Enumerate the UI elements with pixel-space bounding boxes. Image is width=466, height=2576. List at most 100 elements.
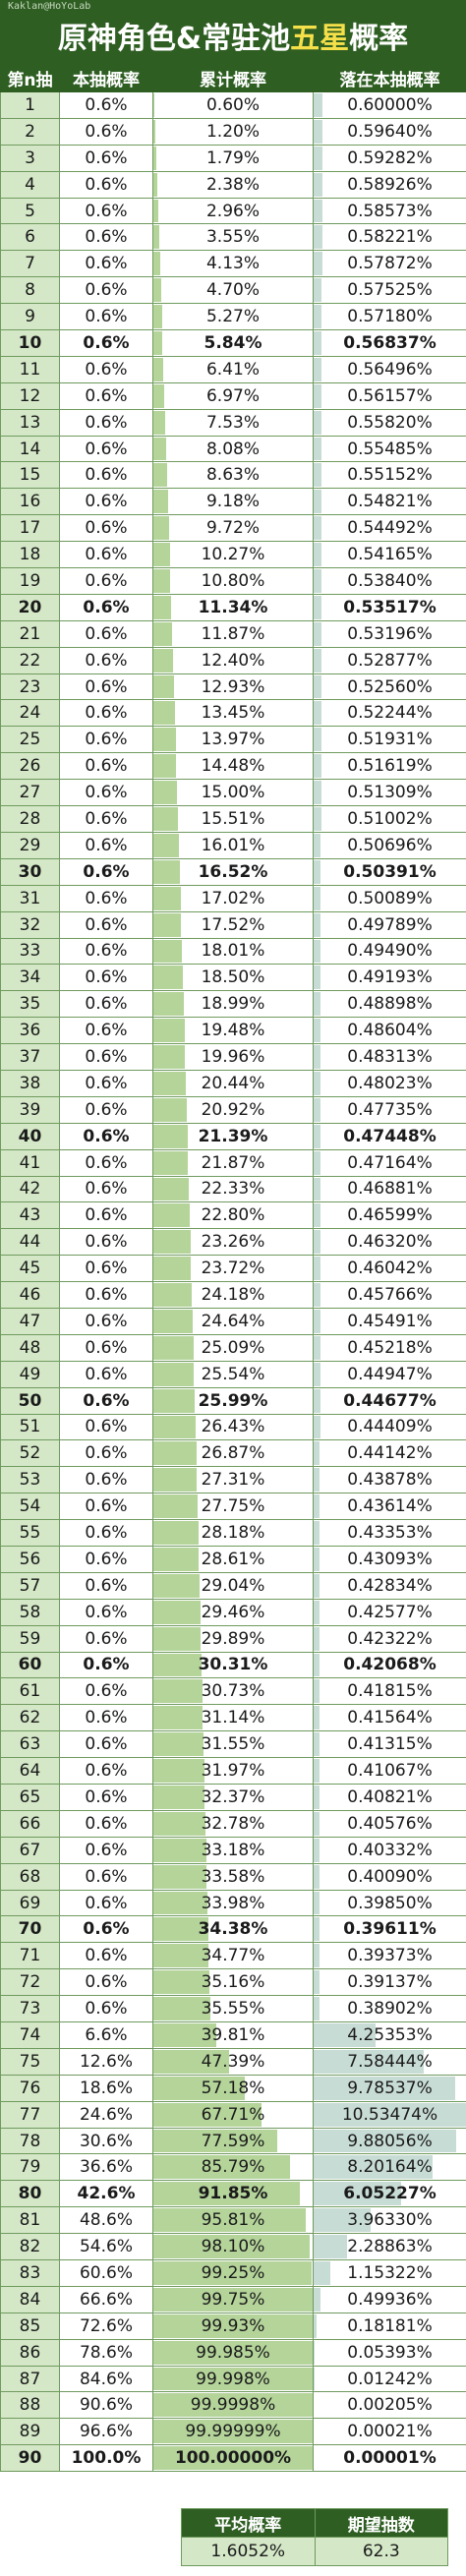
fall-probability-value: 0.55820%	[347, 412, 433, 433]
fall-probability-cell: 0.49193%	[313, 964, 466, 992]
cumulative-value: 12.93%	[201, 676, 265, 697]
fall-probability-value: 0.41067%	[347, 1761, 433, 1782]
fall-probability-bar	[314, 939, 321, 964]
cumulative-value: 4.70%	[205, 280, 260, 301]
table-row: 38 0.6% 20.44% 0.48023%	[0, 1069, 466, 1097]
cumulative-value: 25.99%	[198, 1390, 268, 1411]
cumulative-value: 95.81%	[201, 2210, 265, 2231]
table-row: 42 0.6% 22.33% 0.46881%	[0, 1175, 466, 1203]
table-row: 15 0.6% 8.63% 0.55152%	[0, 461, 466, 490]
table-row: 77 24.6% 67.71% 10.53474%	[0, 2100, 466, 2129]
cumulative-cell: 33.98%	[152, 1889, 314, 1917]
pull-number-cell: 50	[0, 1386, 60, 1415]
title-banner: Kaklan@HoYoLab 原神角色&常驻池五星概率	[0, 0, 466, 64]
table-row: 83 60.6% 99.25% 1.15322%	[0, 2259, 466, 2287]
cumulative-bar	[153, 1203, 190, 1228]
pull-rate-cell: 0.6%	[59, 91, 153, 119]
fall-probability-value: 0.39373%	[347, 1946, 433, 1966]
table-row: 66 0.6% 32.78% 0.40576%	[0, 1809, 466, 1838]
fall-probability-bar	[314, 781, 321, 805]
pull-rate-cell: 0.6%	[59, 779, 153, 807]
fall-probability-bar	[314, 807, 321, 831]
cumulative-bar	[153, 1150, 189, 1175]
fall-probability-cell: 0.57180%	[313, 303, 466, 331]
fall-probability-cell: 0.50391%	[313, 857, 466, 886]
fall-probability-value: 0.48023%	[347, 1073, 433, 1093]
fall-probability-value: 0.00001%	[343, 2448, 437, 2469]
table-row: 55 0.6% 28.18% 0.43353%	[0, 1519, 466, 1547]
cumulative-bar	[153, 595, 172, 619]
cumulative-bar	[153, 1388, 196, 1413]
cumulative-cell: 99.75%	[152, 2285, 314, 2313]
fall-probability-bar	[314, 357, 322, 381]
fall-probability-value: 0.51002%	[347, 808, 433, 829]
pull-number-cell: 68	[0, 1862, 60, 1891]
pull-number-cell: 54	[0, 1493, 60, 1521]
fall-probability-cell: 0.40576%	[313, 1809, 466, 1838]
pull-rate-cell: 0.6%	[59, 381, 153, 410]
cumulative-cell: 4.13%	[152, 250, 314, 278]
table-row: 40 0.6% 21.39% 0.47448%	[0, 1122, 466, 1150]
fall-probability-value: 0.40821%	[347, 1786, 433, 1807]
pull-rate-cell: 0.6%	[59, 1095, 153, 1124]
pull-rate-cell: 0.6%	[59, 1148, 153, 1177]
pull-rate-cell: 0.6%	[59, 910, 153, 939]
pull-rate-cell: 42.6%	[59, 2180, 153, 2208]
pull-rate-cell: 84.6%	[59, 2365, 153, 2393]
cumulative-value: 28.61%	[201, 1549, 265, 1569]
cumulative-bar	[153, 516, 169, 541]
fall-probability-bar	[314, 1679, 320, 1704]
cumulative-cell: 33.18%	[152, 1836, 314, 1864]
cumulative-cell: 17.02%	[152, 884, 314, 912]
pull-number-cell: 36	[0, 1017, 60, 1045]
cumulative-cell: 21.87%	[152, 1148, 314, 1177]
cumulative-bar	[153, 2076, 245, 2100]
fall-probability-bar	[314, 1547, 320, 1571]
pull-number-cell: 45	[0, 1255, 60, 1283]
fall-probability-bar	[314, 2182, 402, 2206]
cumulative-cell: 22.80%	[152, 1201, 314, 1230]
fall-probability-cell: 0.40090%	[313, 1862, 466, 1891]
pull-rate-cell: 0.6%	[59, 197, 153, 225]
fall-probability-value: 0.53840%	[347, 570, 433, 591]
fall-probability-bar	[314, 1441, 320, 1466]
table-row: 11 0.6% 6.41% 0.56496%	[0, 355, 466, 383]
table-row: 26 0.6% 14.48% 0.51619%	[0, 752, 466, 781]
cumulative-cell: 19.96%	[152, 1043, 314, 1071]
cumulative-bar	[153, 2235, 310, 2259]
cumulative-value: 17.52%	[201, 914, 265, 935]
cumulative-bar	[153, 490, 168, 514]
cumulative-cell: 99.99999%	[152, 2418, 314, 2446]
pull-number-cell: 78	[0, 2127, 60, 2155]
cumulative-bar	[153, 2023, 217, 2047]
pull-rate-cell: 96.6%	[59, 2418, 153, 2446]
cumulative-value: 33.58%	[201, 1866, 265, 1887]
cumulative-bar	[153, 1071, 187, 1095]
cumulative-cell: 12.93%	[152, 673, 314, 701]
cumulative-value: 7.53%	[205, 412, 260, 433]
cumulative-bar	[153, 2102, 262, 2127]
fall-probability-bar	[314, 1388, 320, 1413]
cumulative-value: 99.75%	[201, 2289, 265, 2310]
fall-probability-value: 0.57180%	[347, 307, 433, 327]
fall-probability-bar	[314, 1045, 321, 1069]
fall-probability-cell: 0.49936%	[313, 2285, 466, 2313]
cumulative-bar	[153, 2313, 313, 2338]
cumulative-value: 13.45%	[201, 703, 265, 724]
fall-probability-value: 0.44947%	[347, 1364, 433, 1384]
fall-probability-value: 0.41564%	[347, 1708, 433, 1728]
pull-rate-cell: 0.6%	[59, 1413, 153, 1441]
pull-rate-cell: 0.6%	[59, 329, 153, 357]
table-row: 5 0.6% 2.96% 0.58573%	[0, 197, 466, 225]
column-header-fall: 落在本抽概率	[313, 64, 466, 92]
table-row: 87 84.6% 99.998% 0.01242%	[0, 2365, 466, 2393]
table-row: 53 0.6% 27.31% 0.43878%	[0, 1466, 466, 1494]
cumulative-bar	[153, 1124, 188, 1148]
cumulative-bar	[153, 1600, 201, 1624]
table-row: 28 0.6% 15.51% 0.51002%	[0, 805, 466, 833]
pull-number-cell: 13	[0, 408, 60, 437]
fall-probability-value: 8.20164%	[347, 2157, 433, 2178]
pull-rate-cell: 0.6%	[59, 1069, 153, 1097]
fall-probability-bar	[314, 1150, 320, 1175]
fall-probability-bar	[314, 1891, 320, 1915]
